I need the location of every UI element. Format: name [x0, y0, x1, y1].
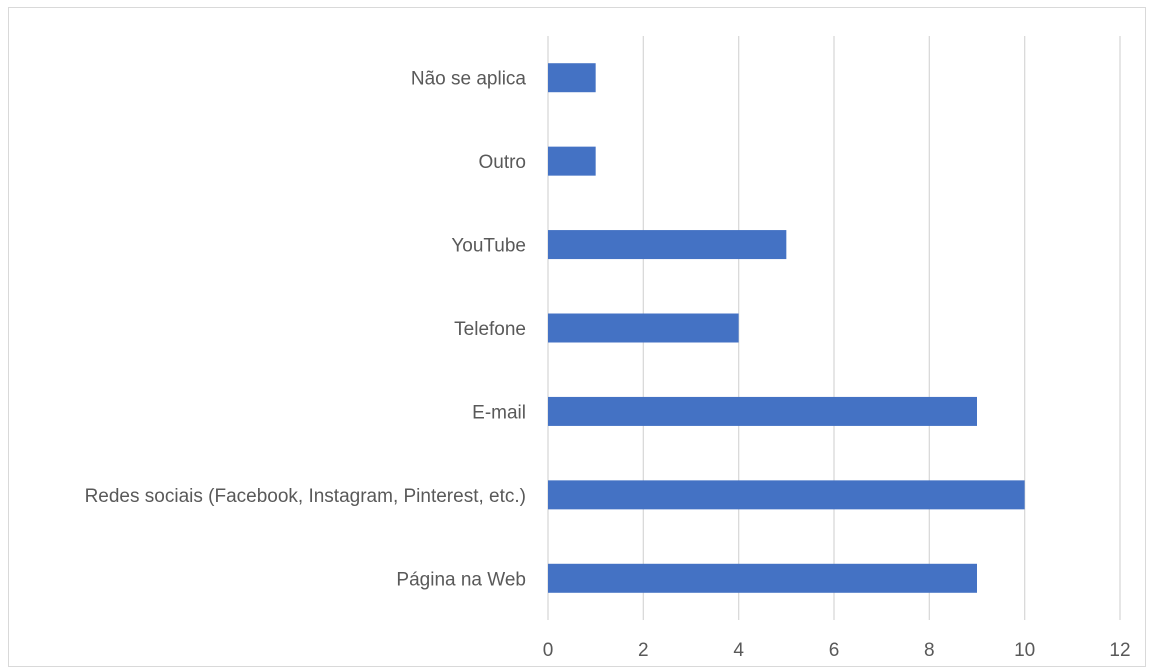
gridlines: [547, 36, 1121, 620]
category-labels: Página na Web Redes sociais (Facebook, In…: [85, 69, 527, 591]
x-tick-label: 8: [924, 640, 935, 661]
bar: [548, 146, 596, 176]
x-tick-label: 12: [1109, 640, 1130, 661]
x-tick-label: 6: [829, 640, 840, 661]
category-label: Página na Web: [396, 569, 526, 590]
bar: [548, 396, 977, 426]
x-tick-label: 4: [733, 640, 744, 661]
bar: [548, 230, 787, 260]
bars: [548, 63, 1025, 593]
x-axis-tick-labels: 0 2 4 6 8 10 12: [543, 640, 1131, 661]
category-label: Não se aplica: [411, 69, 527, 90]
x-tick-label: 10: [1014, 640, 1035, 661]
category-label: Telefone: [454, 319, 526, 340]
bar: [548, 63, 596, 93]
bar: [548, 480, 1025, 510]
bar: [548, 563, 977, 593]
x-tick-label: 0: [543, 640, 554, 661]
category-label: Redes sociais (Facebook, Instagram, Pint…: [85, 486, 526, 507]
category-label: Outro: [478, 152, 526, 173]
x-tick-label: 2: [638, 640, 649, 661]
category-label: E-mail: [472, 402, 526, 423]
bar: [548, 313, 739, 343]
category-label: YouTube: [451, 236, 526, 257]
